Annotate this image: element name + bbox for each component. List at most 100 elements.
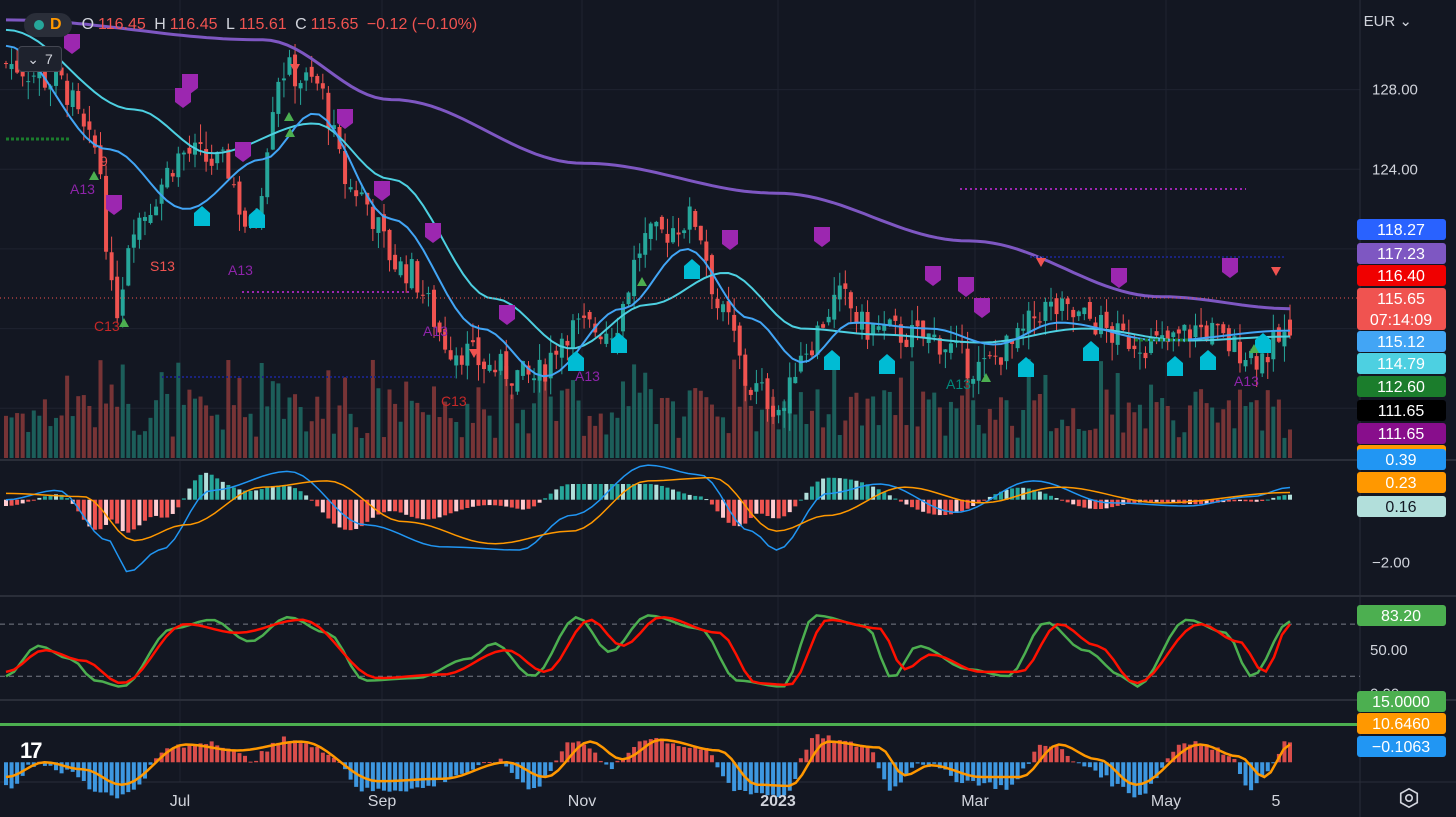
volume-bar	[1182, 432, 1187, 458]
macd-histogram-bar	[1232, 499, 1237, 502]
oscillator-bar	[787, 762, 792, 791]
volume-bar	[954, 408, 959, 458]
volume-bar	[231, 405, 236, 458]
oscillator-bar	[215, 745, 220, 763]
macd-histogram-bar	[4, 499, 8, 506]
oscillator-bar	[454, 762, 459, 776]
volume-bar	[487, 415, 492, 458]
volume-bar	[31, 410, 36, 458]
volume-bar	[154, 400, 159, 458]
time-axis[interactable]: Jul Sep Nov 2023 Mar May 5	[170, 793, 1281, 810]
candle	[1199, 324, 1204, 328]
oscillator-bar	[1065, 755, 1070, 763]
candle	[504, 351, 509, 379]
candle	[1260, 353, 1265, 374]
buy-triangle	[981, 373, 991, 382]
macd-histogram-bar	[276, 485, 281, 500]
macd-histogram-bar	[1204, 499, 1209, 504]
macd-histogram-bar	[493, 499, 498, 506]
macd-histogram-bar	[1243, 499, 1248, 502]
oscillator-bar	[315, 747, 320, 763]
candle	[1221, 324, 1226, 334]
oscillator-bar	[910, 762, 915, 768]
candle	[1237, 341, 1242, 364]
volume-bar	[343, 377, 348, 458]
oscillator-bar	[59, 762, 64, 774]
signal-line	[5, 476, 1291, 545]
oscillator-bar	[1193, 741, 1198, 763]
candle	[92, 135, 97, 148]
macd-histogram-bar	[270, 486, 275, 500]
candle	[804, 353, 809, 355]
volume-bar	[520, 409, 525, 458]
candle	[348, 187, 353, 190]
buy-setup-arrow	[1255, 333, 1271, 353]
oscillator-bar	[843, 740, 848, 763]
macd-histogram-bar	[1210, 499, 1215, 504]
candle	[126, 248, 131, 286]
price-axis[interactable]: 128.00 124.00 118.27 117.23 116.40 115.65 07:1…	[1357, 82, 1446, 757]
oscillator-bar	[504, 762, 509, 767]
oscillator-value-label-text: 10.6460	[1372, 716, 1430, 733]
volume-bar	[42, 399, 47, 458]
volume-bar	[559, 390, 564, 458]
volume-bar	[1149, 384, 1154, 458]
macd-histogram-bar	[809, 486, 814, 500]
macd-histogram-bar	[698, 496, 703, 500]
macd-histogram-bar	[393, 499, 398, 512]
candle	[1087, 302, 1092, 319]
volume-bar	[782, 401, 787, 458]
macd-histogram-bar	[609, 484, 614, 500]
volume-bar	[832, 359, 837, 458]
volume-bar	[454, 422, 459, 458]
oscillator-bar	[126, 762, 131, 793]
candle	[943, 349, 948, 353]
macd-histogram-bar	[1226, 499, 1231, 502]
macd-histogram-bar	[776, 499, 781, 519]
candle	[1043, 301, 1048, 321]
candle	[826, 316, 831, 323]
volume-bar	[948, 401, 953, 458]
sell-setup-flag	[106, 195, 122, 215]
buy-setup-arrow	[611, 333, 627, 353]
candle	[854, 311, 859, 324]
macd-histogram-bar	[615, 484, 620, 500]
candle	[1187, 329, 1192, 341]
volume-bar	[26, 431, 31, 458]
settings-icon[interactable]	[1398, 787, 1420, 809]
candle	[26, 81, 31, 83]
volume-bar	[326, 370, 331, 458]
interval-badge[interactable]: D	[24, 13, 72, 37]
macd-histogram-bar	[543, 498, 548, 500]
oscillator-bar	[904, 762, 909, 776]
candle	[937, 337, 942, 355]
oscillator-bar	[393, 762, 398, 791]
macd-histogram-bar	[1060, 499, 1065, 501]
oscillator-bar	[1271, 762, 1276, 764]
macd-histogram-bar	[142, 499, 147, 521]
volume-bar	[726, 433, 731, 458]
candle	[1048, 301, 1053, 307]
signal-annotation: A13	[946, 376, 971, 392]
oscillator-bar	[887, 762, 892, 791]
oscillator-bar	[276, 742, 281, 763]
indicator-counter-button[interactable]: ⌄ 7	[18, 46, 62, 72]
macd-histogram-bar	[532, 499, 537, 507]
currency-selector[interactable]: EUR ⌄	[1364, 12, 1412, 30]
volume-bar	[281, 418, 286, 458]
macd-histogram-bar	[443, 499, 448, 516]
price-label-text: 111.65	[1378, 403, 1425, 420]
candle	[226, 149, 231, 179]
volume-bar	[671, 401, 676, 458]
volume-bar	[348, 413, 353, 458]
volume-bar	[593, 425, 598, 458]
chevron-down-icon: ⌄	[27, 50, 39, 67]
volume-bar	[798, 392, 803, 458]
candle	[659, 216, 664, 230]
oscillator-bar	[270, 742, 275, 763]
volume-bar	[226, 360, 231, 458]
macd-histogram-bar	[354, 499, 359, 529]
macd-value-label-text: 0.16	[1385, 499, 1416, 516]
macd-histogram-bar	[126, 499, 131, 533]
